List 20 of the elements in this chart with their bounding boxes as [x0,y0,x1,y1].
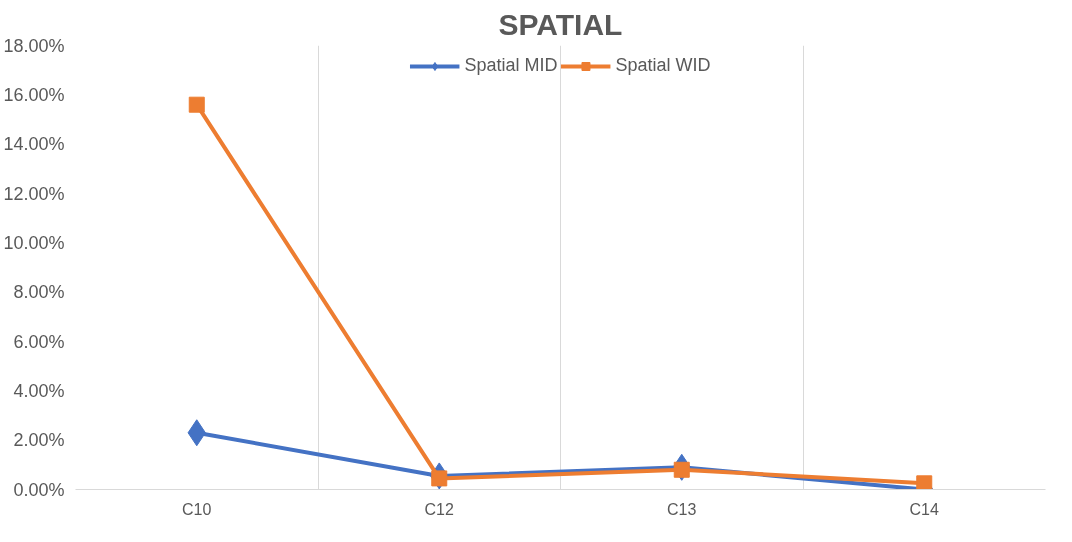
x-tick-label: C10 [182,500,212,518]
chart-title: SPATIAL [498,7,623,41]
x-tick-label: C13 [667,500,697,518]
y-tick-label: 2.00% [13,430,65,451]
y-tick-label: 14.00% [3,134,65,155]
point [431,470,448,487]
legend-label: Spatial MID [464,55,558,76]
y-tick-label: 6.00% [13,331,65,352]
y-tick-label: 12.00% [3,183,65,204]
x-tick-label: C14 [909,500,940,518]
point [188,96,205,113]
legend-label: Spatial WID [615,55,711,76]
x-tick-label: C12 [424,500,455,518]
y-tick-label: 18.00% [3,35,65,56]
y-tick-label: 10.00% [3,232,65,253]
point [673,461,690,478]
y-tick-label: 0.00% [13,479,65,500]
y-tick-label: 4.00% [13,380,65,401]
y-tick-label: 8.00% [13,282,65,303]
y-tick-label: 16.00% [3,84,65,105]
